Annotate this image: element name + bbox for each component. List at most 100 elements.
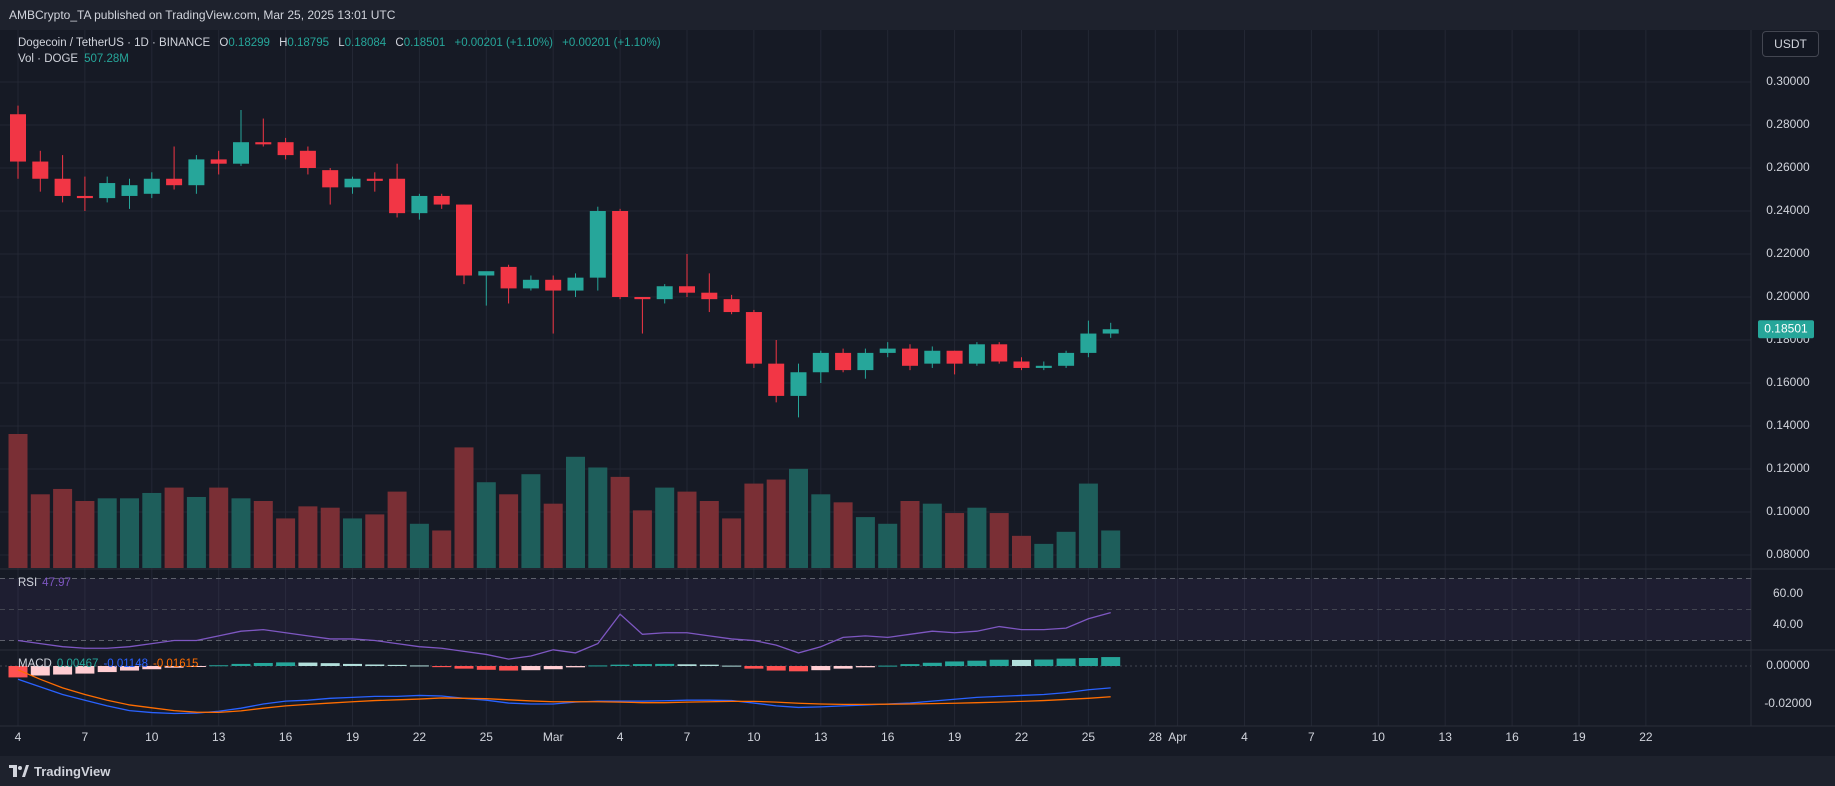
macd-histogram-bar: [186, 666, 206, 667]
candle-body: [924, 350, 941, 364]
candle-body: [255, 142, 272, 145]
rsi-line: [17, 611, 1111, 660]
macd-histogram-bar: [276, 662, 296, 666]
volume-bar: [655, 487, 675, 568]
volume-bar: [298, 506, 318, 568]
macd-histogram-bar: [1101, 657, 1121, 666]
rsi-legend: RSI 47.97: [18, 577, 71, 589]
volume-bar: [878, 523, 898, 568]
time-axis-label: 22: [1015, 730, 1029, 744]
macd-histogram-bar: [499, 666, 519, 671]
volume-bar: [499, 494, 519, 568]
volume-bar: [632, 510, 652, 568]
macd-histogram-bar: [120, 666, 139, 671]
macd-histogram-bar: [588, 665, 608, 667]
rsi-axis-label: 60.00: [1773, 586, 1803, 600]
macd-histogram-bar: [855, 666, 875, 668]
candle-body: [322, 170, 339, 188]
volume-bar: [722, 518, 742, 568]
candle-body: [545, 279, 562, 291]
price-axis-label: 0.16000: [1766, 375, 1810, 389]
candle-body: [812, 352, 829, 373]
currency-button[interactable]: USDT: [1762, 31, 1819, 57]
volume-bar: [855, 517, 875, 568]
price-axis-label: 0.28000: [1766, 117, 1810, 131]
volume-bar: [142, 492, 162, 568]
macd-histogram-bar: [30, 666, 50, 676]
symbol-name[interactable]: Dogecoin / TetherUS · 1D · BINANCE: [18, 37, 211, 49]
rsi-label: RSI: [18, 577, 38, 589]
macd-histogram-bar: [164, 666, 184, 668]
high-label: H: [279, 37, 288, 49]
volume-bar: [699, 501, 719, 568]
time-axis-label: 7: [684, 730, 691, 744]
volume-bar: [97, 498, 117, 568]
time-axis-label: 25: [1082, 730, 1096, 744]
candle-body: [478, 271, 495, 276]
volume-bar: [833, 502, 853, 568]
macd-histogram-bar: [543, 666, 563, 670]
volume-bar: [967, 507, 987, 568]
macd-histogram-bar: [320, 663, 340, 666]
tradingview-logo[interactable]: TradingView: [0, 764, 110, 779]
volume-bar: [476, 482, 496, 568]
time-axis-label: 7: [82, 730, 89, 744]
macd-signal-line: [17, 669, 1111, 714]
candle-body: [143, 178, 160, 194]
macd-histogram-bar: [967, 660, 987, 666]
price-legend: Dogecoin / TetherUS · 1D · BINANCE O0.18…: [18, 35, 661, 67]
volume-bar: [922, 503, 942, 568]
time-axis-label: 22: [1639, 730, 1653, 744]
time-axis-label: 19: [948, 730, 962, 744]
volume-bar: [543, 503, 563, 568]
volume-bar: [209, 487, 229, 568]
candle-body: [968, 344, 985, 364]
time-axis-label: 16: [1505, 730, 1519, 744]
macd-histogram-bar: [900, 664, 920, 666]
price-axis-label: 0.24000: [1766, 203, 1810, 217]
volume-bar: [610, 476, 630, 568]
close-label: C: [395, 37, 404, 49]
macd-histogram-bar: [409, 665, 429, 667]
macd-axis-label: -0.02000: [1764, 696, 1812, 710]
macd-histogram-bar: [766, 666, 786, 671]
candle-body: [879, 348, 896, 353]
volume-bar: [320, 507, 340, 568]
macd-histogram-bar: [744, 666, 764, 669]
price-axis-label: 0.20000: [1766, 289, 1810, 303]
macd-histogram-bar: [343, 663, 362, 666]
volume-bar: [186, 496, 206, 568]
low-label: L: [338, 37, 345, 49]
macd-histogram-bar: [1012, 659, 1031, 666]
time-axis-label: 10: [747, 730, 761, 744]
candle-body: [433, 195, 450, 205]
macd-histogram-bar: [387, 664, 407, 666]
candle-body: [166, 178, 183, 186]
tradingview-logo-icon: [9, 765, 29, 777]
macd-histogram-bar: [1034, 659, 1054, 666]
macd-histogram-bar: [8, 666, 28, 678]
macd-histogram-bar: [97, 666, 117, 673]
macd-histogram-bar: [655, 663, 675, 666]
volume-label: Vol · DOGE: [18, 53, 79, 65]
candle-body: [656, 286, 673, 300]
candle-body: [210, 159, 227, 164]
time-axis-label: 4: [1241, 730, 1248, 744]
time-axis-label: Apr: [1168, 730, 1187, 744]
last-price-label: 0.18501: [1764, 321, 1808, 335]
macd-histogram-bar: [811, 666, 831, 671]
macd-histogram-bar: [945, 661, 965, 666]
volume-bar: [231, 498, 251, 568]
candle-body: [790, 372, 807, 396]
candle-body: [456, 204, 472, 276]
candle-body: [121, 185, 138, 196]
volume-bar: [945, 513, 965, 568]
chart-canvas[interactable]: 0.30000 0.28000 0.26000 0.24000 0.22000 0.200…: [0, 30, 1835, 756]
volume-bar: [1101, 530, 1121, 568]
candle-body: [344, 178, 361, 188]
macd-histogram-bar: [878, 665, 898, 667]
macd-signal-value: -0.01615: [153, 658, 199, 670]
macd-histogram-bar: [253, 662, 273, 666]
candle-body: [99, 183, 116, 199]
candle-body: [567, 277, 584, 291]
